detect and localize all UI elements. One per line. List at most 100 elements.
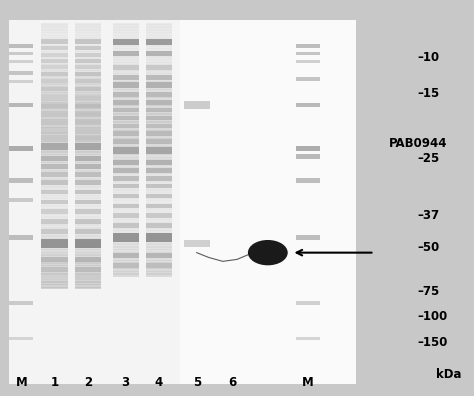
Bar — [113, 105, 138, 107]
Bar — [75, 62, 100, 65]
Bar — [113, 260, 138, 263]
Bar — [146, 119, 172, 122]
Bar — [75, 179, 100, 182]
Bar — [75, 65, 100, 69]
Bar — [75, 122, 100, 125]
Bar — [42, 203, 67, 206]
Bar — [75, 136, 100, 140]
Bar — [113, 173, 138, 175]
Bar — [75, 219, 100, 221]
Text: –50: –50 — [417, 241, 439, 254]
Bar — [42, 275, 67, 280]
Text: kDa: kDa — [436, 368, 462, 381]
Text: –75: –75 — [417, 285, 439, 297]
Text: –15: –15 — [417, 87, 439, 99]
Bar — [75, 95, 100, 98]
Bar — [42, 179, 67, 182]
Bar — [75, 229, 100, 234]
Bar — [146, 243, 172, 245]
Bar — [75, 140, 100, 142]
Bar — [42, 118, 67, 120]
Bar — [75, 170, 100, 172]
Bar — [42, 270, 67, 272]
Bar — [146, 259, 172, 261]
Bar — [75, 26, 100, 28]
Bar — [9, 337, 33, 340]
Bar — [75, 23, 100, 25]
Bar — [42, 192, 67, 194]
Bar — [146, 246, 172, 248]
Bar — [42, 176, 67, 179]
Bar — [42, 96, 67, 100]
Bar — [113, 148, 138, 150]
Bar — [113, 72, 138, 74]
Bar — [75, 241, 100, 244]
Text: 6: 6 — [228, 376, 237, 388]
Bar — [113, 164, 138, 166]
Bar — [75, 278, 100, 280]
Bar — [296, 60, 320, 63]
Bar — [146, 228, 172, 231]
Bar — [146, 156, 172, 158]
Bar — [42, 37, 67, 39]
Bar — [113, 213, 138, 218]
Bar — [113, 64, 138, 66]
Bar — [42, 88, 67, 90]
Bar — [113, 222, 138, 225]
Bar — [75, 138, 100, 141]
Bar — [113, 146, 138, 148]
Bar — [42, 119, 67, 122]
Bar — [42, 136, 67, 140]
Bar — [113, 116, 138, 118]
Bar — [146, 205, 172, 207]
Bar — [75, 111, 100, 114]
Bar — [75, 70, 100, 72]
Bar — [42, 81, 67, 84]
Bar — [146, 192, 172, 194]
Bar — [296, 154, 320, 159]
Bar — [42, 38, 67, 41]
Bar — [75, 108, 100, 110]
Bar — [113, 138, 138, 141]
Bar — [183, 240, 210, 247]
Bar — [113, 24, 138, 27]
Bar — [113, 132, 138, 134]
Bar — [113, 116, 138, 120]
Bar — [75, 132, 100, 134]
Bar — [113, 203, 138, 206]
Bar — [113, 240, 138, 242]
Bar — [42, 53, 67, 55]
Bar — [9, 52, 33, 55]
Bar — [146, 113, 172, 115]
Bar — [75, 124, 100, 126]
Bar — [42, 159, 67, 161]
Bar — [9, 198, 33, 202]
Bar — [146, 159, 172, 161]
Text: –100: –100 — [417, 310, 447, 323]
Bar — [42, 251, 67, 253]
Bar — [42, 238, 67, 240]
Bar — [75, 119, 100, 122]
Bar — [42, 84, 67, 87]
Bar — [42, 211, 67, 213]
Bar — [42, 29, 67, 31]
Bar — [146, 100, 172, 105]
Bar — [42, 32, 67, 34]
Text: –150: –150 — [417, 336, 447, 349]
Bar — [146, 103, 172, 106]
Bar — [75, 205, 100, 207]
Bar — [146, 157, 172, 160]
Bar — [42, 65, 67, 69]
Bar — [42, 104, 67, 108]
Bar — [42, 89, 67, 91]
Bar — [75, 104, 100, 108]
Bar — [113, 183, 138, 185]
Bar — [42, 91, 67, 93]
Bar — [75, 176, 100, 179]
Bar — [42, 135, 67, 137]
Bar — [146, 171, 172, 174]
Bar — [75, 202, 100, 204]
Bar — [9, 60, 33, 63]
Bar — [42, 233, 67, 236]
Bar — [113, 108, 138, 112]
